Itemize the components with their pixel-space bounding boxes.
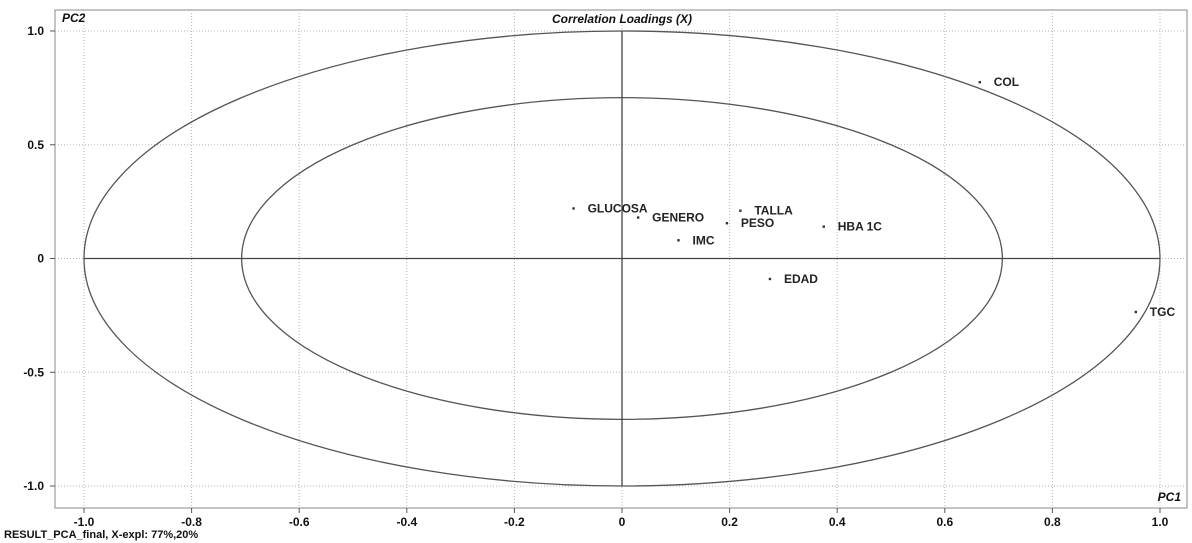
y-tick-label: 1.0	[27, 24, 44, 38]
point-marker	[725, 222, 729, 225]
x-tick-label: -0.8	[181, 515, 202, 529]
x-tick-label: 0.6	[936, 515, 953, 529]
result-footer: RESULT_PCA_final, X-expl: 77%,20%	[4, 529, 199, 541]
x-tick-label: 0.2	[721, 515, 738, 529]
x-tick-labels: -1.0 -0.8 -0.6 -0.4 -0.2 0 0.2 0.4 0.6 0.8 1.0	[74, 508, 1169, 529]
point-label: HBA 1C	[838, 220, 883, 234]
loading-point-peso: PESO	[725, 216, 774, 230]
point-marker	[1134, 310, 1137, 314]
loading-point-glucosa: GLUCOSA	[572, 201, 648, 215]
point-marker	[978, 80, 981, 84]
x-tick-label: 0	[619, 515, 626, 529]
point-label: GLUCOSA	[588, 201, 648, 215]
point-label: TALLA	[754, 204, 793, 218]
point-label: IMC	[692, 233, 714, 247]
y-tick-label: 0	[37, 252, 44, 266]
point-label: GENERO	[652, 211, 704, 225]
point-label: TGC	[1150, 305, 1176, 319]
point-label: EDAD	[784, 272, 818, 286]
point-marker	[677, 239, 680, 242]
loading-point-edad: EDAD	[768, 272, 818, 286]
y-tick-label: 0.5	[27, 138, 44, 152]
x-tick-label: 0.4	[829, 515, 846, 529]
y-axis-label: PC2	[62, 11, 86, 25]
point-marker	[822, 225, 825, 228]
y-tick-labels: 1.0 0.5 0 -0.5 -1.0	[23, 24, 55, 493]
x-tick-label: 1.0	[1152, 515, 1169, 529]
point-marker	[739, 209, 742, 212]
x-tick-label: -0.4	[396, 515, 417, 529]
x-tick-label: -1.0	[74, 515, 95, 529]
loading-point-genero: GENERO	[636, 211, 704, 225]
loading-point-hba-1c: HBA 1C	[822, 220, 883, 234]
correlation-loadings-chart: -1.0 -0.8 -0.6 -0.4 -0.2 0 0.2 0.4 0.6 0.8 1.0 1.0…	[23, 9, 1188, 529]
x-tick-label: -0.6	[289, 515, 310, 529]
y-tick-label: -0.5	[23, 365, 44, 379]
zero-axes	[84, 31, 1160, 486]
loading-point-col: COL	[978, 75, 1019, 89]
x-tick-label: 0.8	[1044, 515, 1061, 529]
x-axis-label: PC1	[1158, 490, 1182, 504]
loading-point-imc: IMC	[677, 233, 715, 247]
point-marker	[636, 216, 640, 219]
loading-point-talla: TALLA	[739, 204, 793, 218]
point-label: COL	[994, 75, 1019, 89]
loading-point-tgc: TGC	[1134, 305, 1176, 319]
point-marker	[768, 277, 772, 281]
chart-title: Correlation Loadings (X)	[552, 12, 692, 26]
point-marker	[572, 207, 575, 210]
x-tick-label: -0.2	[504, 515, 525, 529]
y-tick-label: -1.0	[23, 479, 44, 493]
point-label: PESO	[741, 216, 774, 230]
